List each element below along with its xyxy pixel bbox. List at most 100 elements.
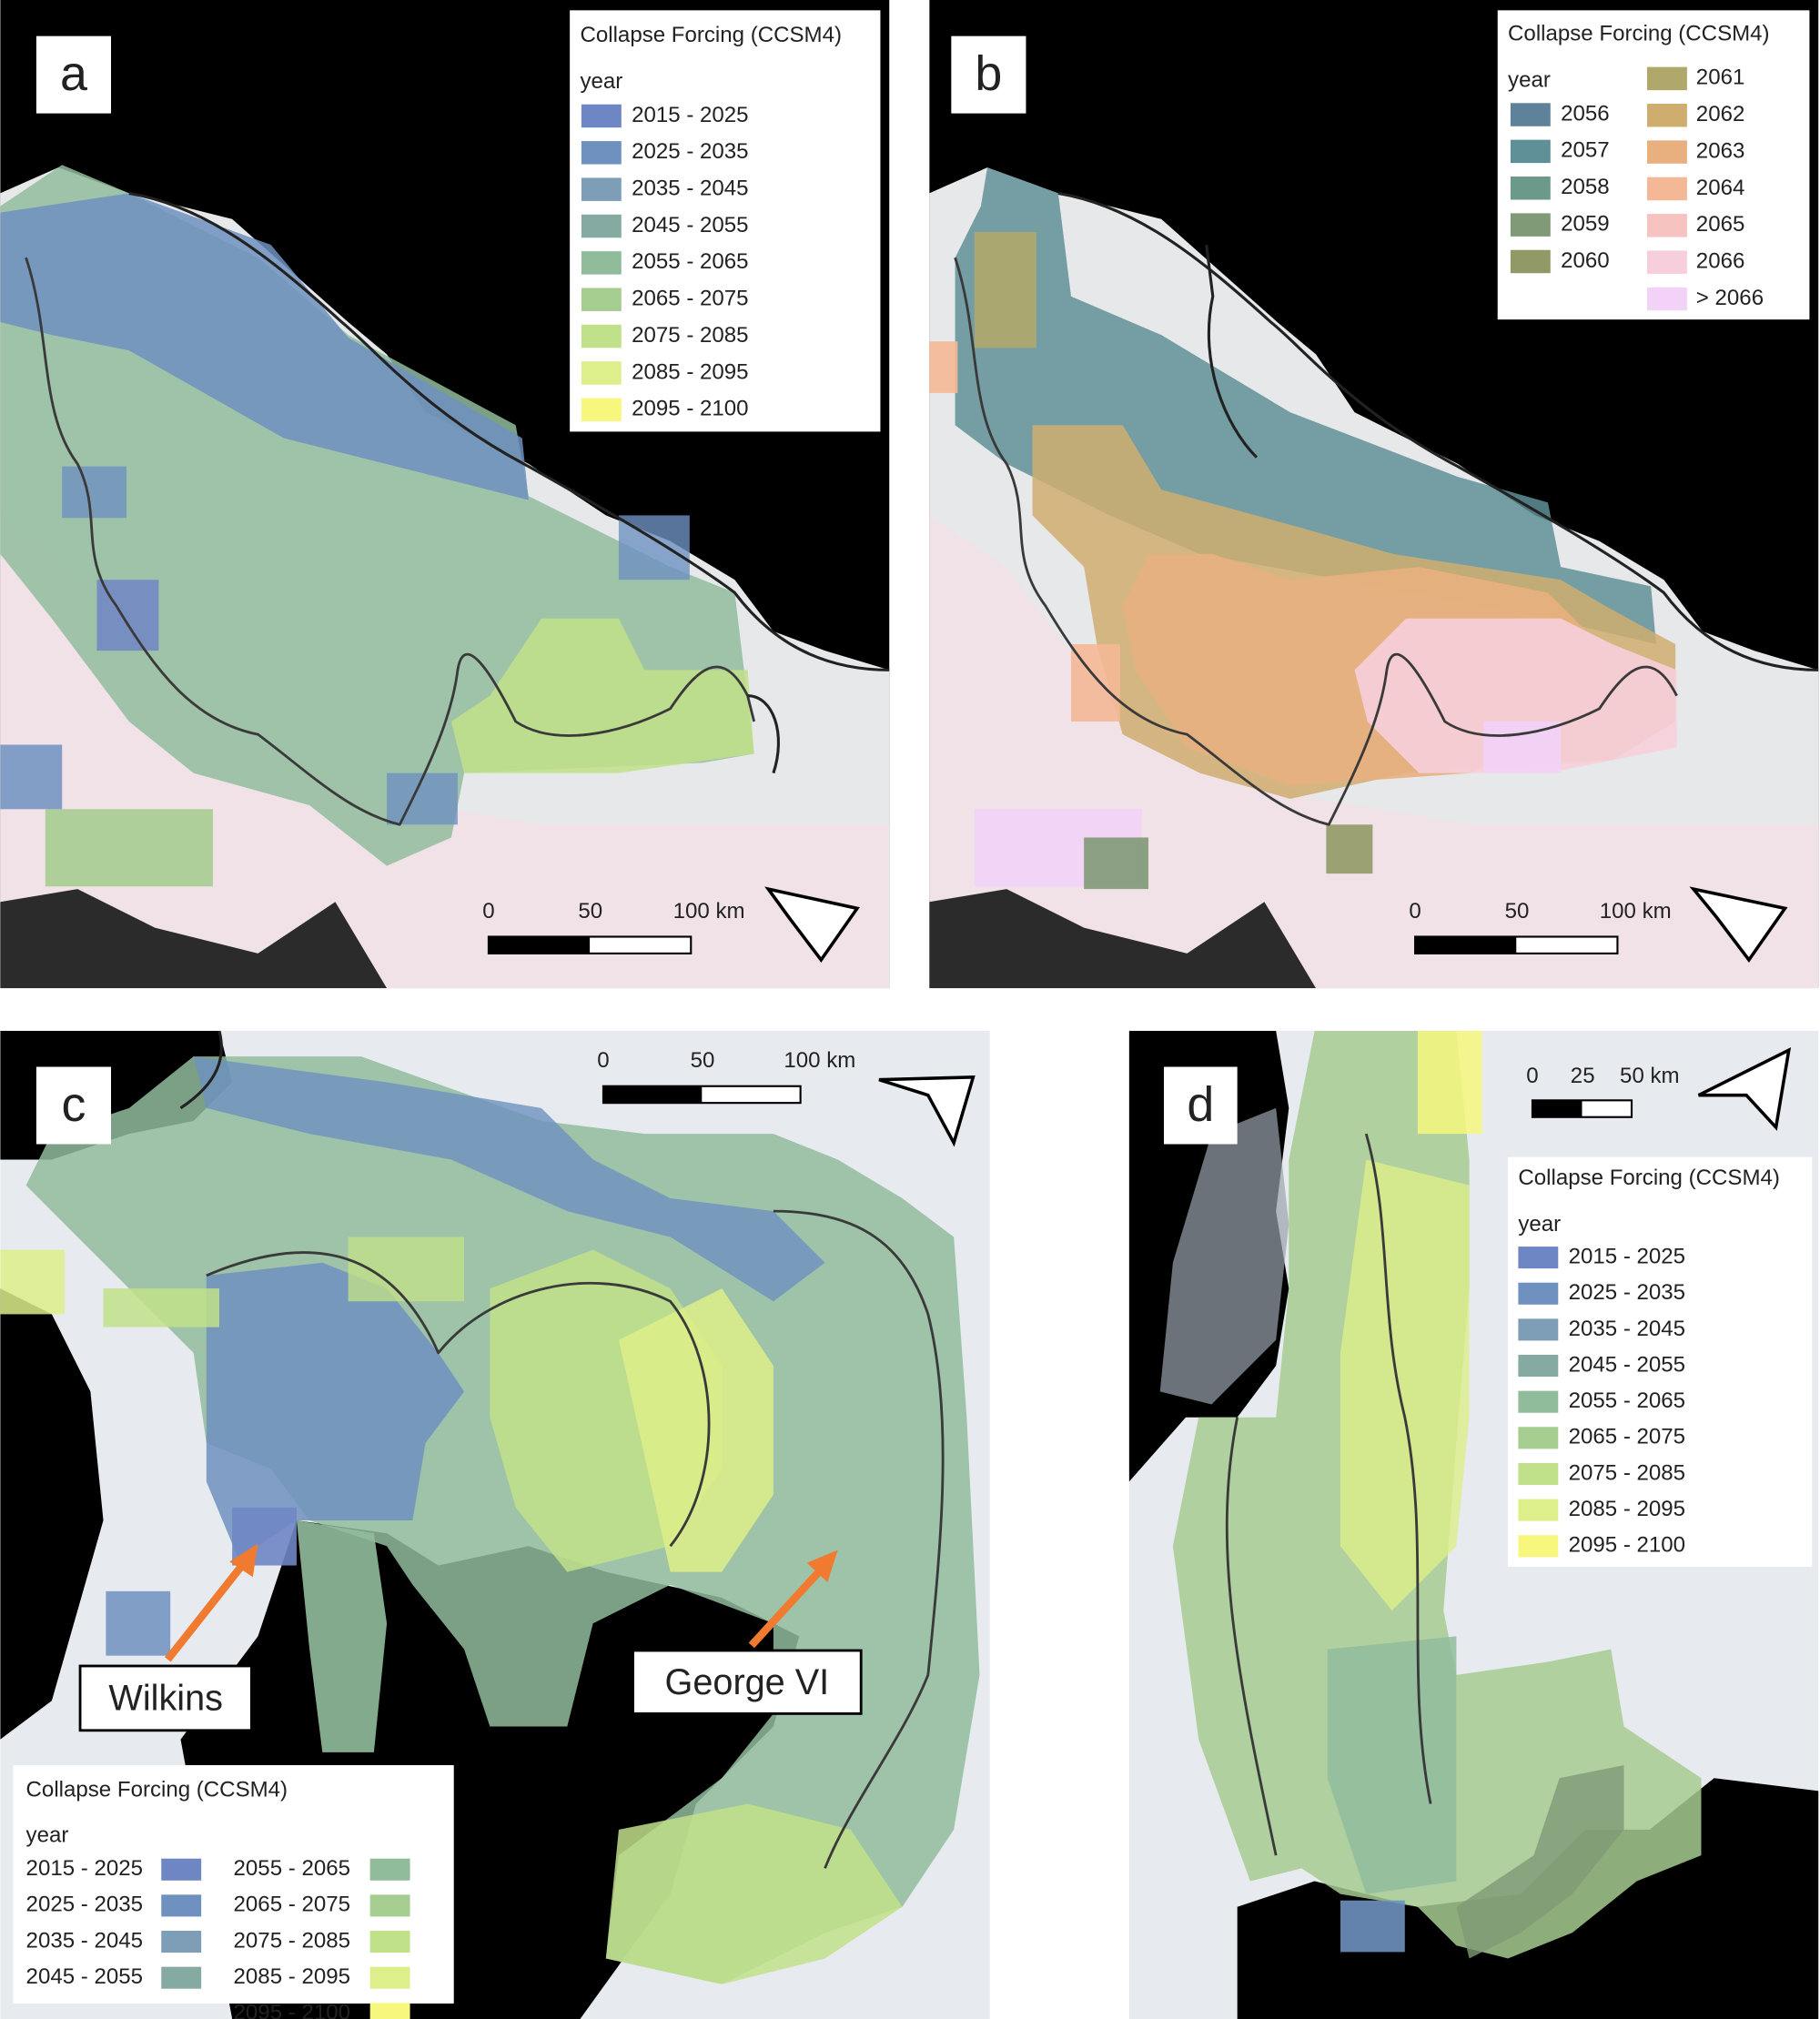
panel-label-box: [1163, 1066, 1238, 1145]
legend-label: 2015 - 2025: [1569, 1244, 1685, 1268]
annotation-label: George VI: [665, 1662, 830, 1702]
legend-label: 2095 - 2100: [632, 397, 748, 421]
annotation-box: [632, 1649, 863, 1715]
map-a-shape: [450, 618, 754, 773]
legend-swatch: [1518, 1427, 1559, 1449]
legend-label: 2025 - 2035: [1569, 1280, 1685, 1305]
legend-swatch: [1646, 177, 1687, 201]
legend-label: 2095 - 2100: [1569, 1533, 1685, 1558]
legend-label: 2035 - 2045: [1569, 1317, 1685, 1341]
legend-label: 2075 - 2085: [1569, 1460, 1685, 1485]
legend-swatch: [1510, 103, 1551, 126]
panel-label-box: [35, 35, 112, 114]
legend-label: 2085 - 2095: [632, 359, 748, 384]
map-c-shape: [618, 1288, 774, 1572]
panel-label-box: [951, 35, 1026, 114]
panel-label: a: [60, 46, 87, 101]
annotation-box: [78, 1664, 253, 1732]
legend-box: [570, 10, 881, 432]
legend-label: 2064: [1696, 176, 1745, 200]
scale-bar-label: 25: [1571, 1064, 1595, 1088]
legend-label: 2045 - 2055: [1569, 1352, 1685, 1377]
legend-label: 2015 - 2025: [26, 1856, 143, 1881]
legend-swatch: [1646, 66, 1687, 91]
legend-swatch: [1518, 1282, 1559, 1305]
map-c-shape: [296, 1519, 388, 1752]
annotation-arrow-shape: [748, 1565, 825, 1649]
legend-swatch: [369, 1966, 410, 1989]
legend-label: 2066: [1696, 249, 1745, 274]
legend-label: 2057: [1561, 138, 1610, 163]
map-b-shape: [1483, 722, 1562, 773]
legend-swatch: [581, 288, 622, 311]
map-a-shape: [0, 515, 890, 989]
legend-box: [1508, 1156, 1813, 1567]
legend-subtitle: year: [580, 69, 622, 94]
panel-label: c: [62, 1077, 86, 1132]
map-d-shape: [1340, 1900, 1405, 1953]
map-c-shape: [206, 1262, 465, 1560]
legend-label: 2025 - 2035: [26, 1893, 143, 1917]
legend-swatch: [1510, 177, 1551, 200]
legend-title: Collapse Forcing (CCSM4): [1508, 22, 1770, 46]
legend-swatch: [1646, 250, 1687, 274]
panel-label: d: [1187, 1077, 1214, 1132]
scale-bar-label: 100 km: [1600, 899, 1672, 924]
legend-label: 2035 - 2045: [26, 1928, 143, 1953]
legend-label: 2059: [1561, 211, 1610, 236]
scale-bar-label: 50: [691, 1048, 715, 1073]
legend-swatch: [1510, 249, 1551, 274]
map-b-shape: [1354, 618, 1677, 773]
legend-swatch: [581, 104, 622, 128]
legend-label: 2063: [1696, 138, 1745, 163]
legend-title: Collapse Forcing (CCSM4): [1518, 1166, 1780, 1190]
legend-label: 2055 - 2065: [632, 249, 748, 274]
legend-title: Collapse Forcing (CCSM4): [26, 1778, 288, 1802]
map-b-shape: [974, 231, 1036, 348]
legend-box: [13, 1765, 454, 2004]
scale-bar-label: 0: [1409, 899, 1421, 924]
map-b-shape: [929, 889, 1317, 989]
legend-swatch: [369, 1930, 410, 1953]
annotation-arrow-shape: [165, 1559, 248, 1662]
north-arrow-shape: [1697, 1046, 1792, 1131]
legend-subtitle: year: [1508, 68, 1551, 93]
north-arrow: [764, 886, 1792, 1147]
map-a-shape: [747, 694, 781, 774]
scale-bar-black: [488, 936, 591, 954]
scale-bar-label: 100 km: [673, 899, 745, 924]
annotation-label: Wilkins: [108, 1679, 223, 1719]
map-b-shape: [954, 257, 1678, 826]
legend-swatch: [161, 1894, 202, 1917]
legend-label: 2065 - 2075: [234, 1893, 350, 1917]
map-b-shape: [1326, 824, 1373, 874]
scale-bar-black: [1415, 936, 1517, 954]
scale-bar-label: 0: [1526, 1064, 1538, 1088]
map-d-shape: [1417, 1030, 1482, 1135]
legend-swatch: [581, 141, 622, 165]
map-b-shape: [1057, 191, 1819, 671]
legend-label: 2075 - 2085: [632, 323, 748, 348]
legend-title: Collapse Forcing (CCSM4): [580, 23, 842, 47]
scale-bar-label: 50: [1505, 899, 1530, 924]
legend-label: 2045 - 2055: [26, 1964, 143, 1989]
legend-swatch: [581, 177, 622, 201]
legend-swatch: [581, 251, 622, 275]
scale-bar-label: 0: [597, 1048, 609, 1073]
map-a-shape: [45, 809, 213, 887]
map-b-shape: [929, 515, 1819, 989]
map-a-shape: [62, 466, 127, 519]
map-c-shape: [193, 1056, 825, 1302]
map-a-shape: [25, 257, 756, 826]
scale-bar-label: 0: [482, 899, 494, 924]
annotation-arrow-shape: [806, 1550, 838, 1582]
map-a-shape: [0, 744, 63, 810]
legend-swatch: [1646, 140, 1687, 164]
legend-subtitle: year: [1518, 1212, 1561, 1237]
panel-label-box: [35, 1066, 112, 1145]
legend-swatch: [1518, 1462, 1559, 1486]
map-d-shape: [1159, 1107, 1289, 1405]
legend-swatch: [581, 398, 622, 422]
legend-swatch: [161, 1930, 202, 1953]
map-c-shape: [103, 1288, 219, 1327]
